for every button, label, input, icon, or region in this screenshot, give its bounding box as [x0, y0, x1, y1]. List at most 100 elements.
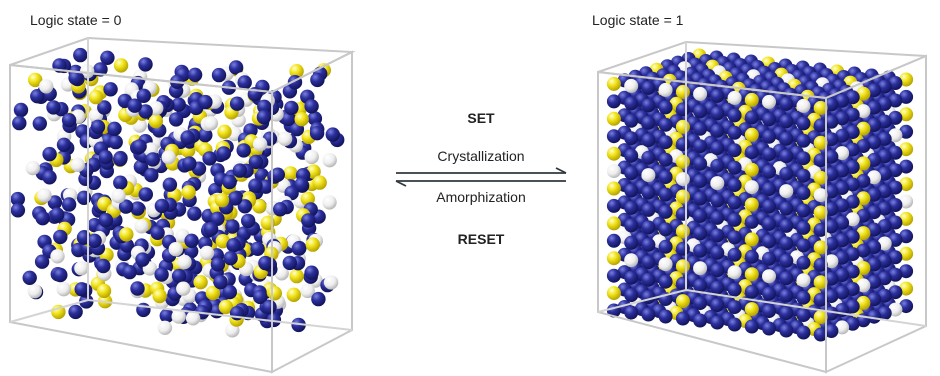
- crystalline-atom: [658, 100, 673, 115]
- crystalline-atom: [762, 286, 776, 301]
- crystalline-atom: [641, 272, 656, 287]
- amorphous-atom: [226, 238, 241, 253]
- crystalline-atom: [899, 211, 914, 226]
- amorphous-atom: [193, 275, 208, 290]
- crystalline-atom: [762, 112, 776, 127]
- crystalline-atom: [877, 236, 892, 251]
- crystalline-atom: [867, 170, 882, 185]
- amorphous-atom: [50, 249, 65, 264]
- crystalline-atom: [606, 146, 621, 161]
- crystalline-atom: [888, 267, 903, 282]
- crystalline-atom: [624, 270, 639, 285]
- crystalline-atom: [888, 76, 903, 90]
- crystalline-atom: [658, 117, 673, 132]
- crystalline-atom: [888, 285, 903, 300]
- crystalline-atom: [710, 158, 725, 173]
- crystalline-atom: [727, 230, 742, 245]
- amorphous-atom: [182, 156, 197, 171]
- crystalline-atom: [693, 243, 708, 258]
- crystalline-atom: [867, 187, 882, 202]
- crystalline-atom: [710, 123, 725, 138]
- amorphous-atom: [152, 288, 167, 304]
- amorphous-atom: [199, 245, 215, 261]
- amorphous-atom: [248, 178, 263, 193]
- amorphous-atom: [280, 111, 296, 127]
- crystalline-atom: [796, 133, 811, 148]
- crystalline-atom: [727, 90, 742, 105]
- amorphous-atom: [216, 146, 231, 161]
- amorphous-atom: [10, 203, 26, 218]
- crystalline-atom: [658, 204, 673, 219]
- crystalline-atom: [710, 315, 725, 330]
- crystalline-atom: [675, 189, 690, 204]
- crystalline-atom: [641, 80, 656, 95]
- crystalline-atom: [744, 92, 759, 107]
- crystalline-atom: [710, 193, 725, 208]
- crystalline-atom: [606, 94, 621, 109]
- crystalline-cube-frame: [597, 40, 927, 374]
- crystalline-atom: [744, 162, 759, 177]
- amorphous-atom: [47, 195, 63, 210]
- crystalline-atom: [693, 174, 708, 189]
- crystalline-atom: [867, 309, 882, 324]
- amorphous-atom: [61, 113, 77, 128]
- amorphous-atom: [237, 75, 252, 90]
- amorphous-atom: [325, 127, 340, 142]
- transition-arrows: [395, 167, 567, 187]
- amorphous-atom: [154, 198, 170, 214]
- amorphous-atom: [122, 264, 137, 280]
- amorphous-atom: [223, 251, 238, 266]
- crystalline-atom: [624, 253, 639, 268]
- amorphous-atom: [301, 213, 316, 228]
- crystalline-atom: [835, 181, 850, 195]
- amorphous-atoms: [10, 47, 345, 338]
- amorphous-atom: [113, 58, 129, 73]
- crystalline-atom: [813, 275, 828, 290]
- amorphous-atom: [215, 234, 230, 249]
- crystalline-atom: [845, 160, 860, 174]
- crystalline-atom: [693, 296, 708, 311]
- crystallization-label: Crystallization: [437, 148, 525, 164]
- crystalline-atom: [693, 121, 708, 136]
- crystalline-atom: [845, 107, 860, 122]
- crystalline-atom: [888, 250, 903, 265]
- crystalline-atom: [899, 281, 914, 296]
- amorphous-atom: [311, 291, 326, 307]
- crystalline-atom: [813, 257, 828, 272]
- crystalline-atom: [744, 214, 759, 229]
- crystalline-atom: [658, 152, 673, 167]
- crystalline-atom: [744, 267, 759, 282]
- crystalline-atom: [813, 222, 828, 237]
- crystalline-atom: [606, 286, 621, 301]
- crystalline-atom: [796, 203, 811, 218]
- crystalline-atom: [779, 306, 794, 321]
- crystalline-atom: [796, 168, 811, 183]
- amorphous-cube-frame: [9, 36, 356, 374]
- amorphous-atom: [294, 112, 309, 127]
- amorphous-atom: [13, 102, 29, 118]
- crystalline-atom: [845, 264, 860, 279]
- amorphous-atom: [161, 150, 176, 165]
- crystalline-atom: [624, 96, 639, 111]
- amorphous-atom: [34, 254, 50, 269]
- crystalline-atom: [727, 282, 742, 297]
- crystalline-atom: [796, 186, 811, 201]
- amorphous-atom: [96, 283, 112, 299]
- amorphous-atom: [148, 114, 163, 129]
- crystalline-atom: [877, 166, 892, 181]
- crystalline-atom: [727, 265, 742, 280]
- crystalline-atom: [744, 232, 759, 247]
- crystalline-atom: [727, 178, 742, 193]
- crystalline-atom: [867, 135, 882, 150]
- amorphous-atom: [176, 281, 191, 296]
- crystalline-atom: [658, 82, 673, 97]
- crystalline-atom: [624, 235, 639, 250]
- crystalline-atom: [762, 164, 776, 179]
- crystalline-atom: [856, 208, 871, 223]
- crystalline-atom: [779, 184, 794, 199]
- crystalline-atom: [835, 233, 850, 248]
- amorphous-atom: [202, 151, 217, 166]
- amorphous-atom: [258, 179, 274, 194]
- crystalline-atom: [856, 173, 871, 188]
- amorphous-atom: [253, 289, 268, 305]
